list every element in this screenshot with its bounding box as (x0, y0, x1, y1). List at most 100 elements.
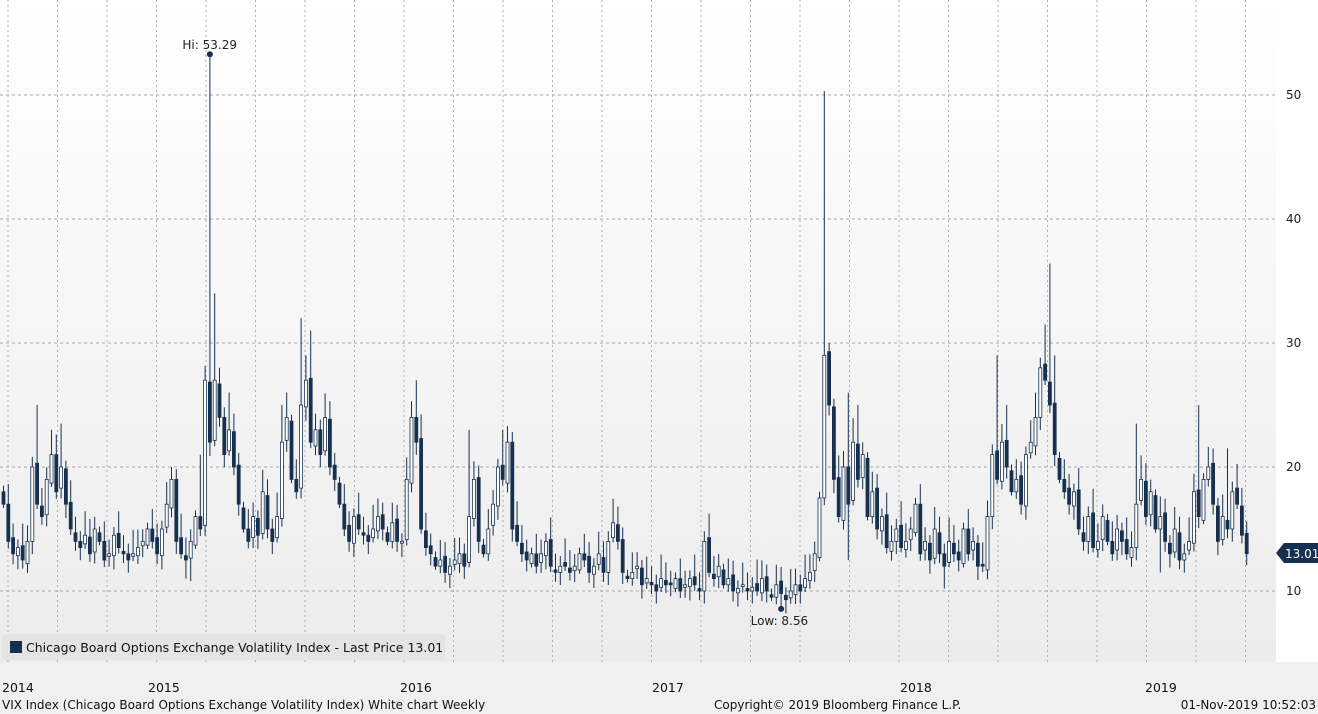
candle-body (299, 404, 304, 489)
candle-body (1096, 541, 1100, 550)
candle-body (937, 532, 942, 555)
timestamp: 01-Nov-2019 10:52:03 (1180, 698, 1316, 712)
candle-body (692, 576, 697, 586)
candle-body (112, 534, 116, 557)
candle-body (462, 553, 467, 567)
x-tick-label: 2018 (900, 680, 932, 695)
candle-body (1148, 491, 1153, 516)
candle-body (870, 491, 875, 517)
candle-body (716, 565, 721, 578)
candle-body (1216, 505, 1220, 542)
candle-body (726, 578, 731, 586)
candle-body (1067, 487, 1071, 505)
candle-body (438, 559, 443, 567)
candle-body (1139, 478, 1143, 501)
candle-body (568, 567, 572, 573)
candle-body (207, 381, 212, 443)
last-price-tag-shape (1276, 543, 1318, 563)
candle-body (827, 351, 831, 406)
candle-body (97, 532, 102, 542)
candle-body (548, 539, 553, 567)
candle-body (356, 514, 361, 530)
candle-body (423, 530, 428, 548)
candle-body (54, 454, 59, 493)
candle-body (985, 516, 990, 571)
candle-body (64, 468, 68, 505)
candle-body (140, 541, 145, 547)
candle-body (784, 594, 788, 601)
candle-body (620, 539, 625, 573)
y-tick-label: 20 (1286, 460, 1301, 474)
candle-body (1240, 505, 1244, 536)
candle-body (822, 354, 827, 499)
candle-body (544, 541, 548, 557)
candle-body (447, 565, 452, 575)
candle-body (976, 542, 980, 567)
candle-body (102, 541, 107, 561)
chart-description: VIX Index (Chicago Board Options Exchang… (2, 698, 486, 712)
candle-body (467, 516, 472, 563)
candle-body (1057, 457, 1062, 480)
candle-body (1177, 532, 1182, 561)
candle-body (255, 518, 260, 536)
candle-body (495, 466, 500, 507)
candle-body (524, 551, 529, 561)
candle-body (678, 578, 683, 592)
candle-body (769, 594, 774, 598)
candle-body (491, 503, 496, 526)
candle-body (611, 522, 615, 539)
candle-body (966, 528, 971, 555)
candle-body (817, 497, 822, 558)
candle-body (702, 541, 707, 592)
x-tick-label: 2019 (1145, 680, 1177, 695)
candle-body (1134, 503, 1139, 549)
candle-body (212, 379, 217, 441)
candle-body (1187, 541, 1191, 551)
grid-lines (0, 0, 1276, 662)
candle-body (1105, 519, 1110, 542)
candle-body (947, 541, 951, 563)
copyright: Copyright© 2019 Bloomberg Finance L.P. (714, 698, 962, 712)
candle-body (798, 584, 803, 592)
candle-body (875, 487, 879, 530)
candle-body (409, 416, 414, 484)
candle-body (1158, 516, 1163, 530)
candle-body (231, 431, 236, 468)
candle-body (923, 541, 927, 551)
candle-body (347, 524, 352, 542)
candle-body (788, 590, 793, 599)
candle-body (644, 578, 649, 584)
candle-body (1192, 491, 1196, 544)
candle-body (990, 454, 995, 518)
candle-body (159, 528, 164, 557)
candle-body (899, 524, 903, 549)
candle-body (366, 534, 371, 542)
candle-body (980, 563, 985, 567)
x-tick-label: 2015 (148, 680, 180, 695)
candle-body (284, 416, 289, 441)
candle-body (198, 516, 203, 530)
candle-body (289, 420, 294, 480)
candle-body (443, 555, 448, 573)
candle-body (323, 416, 328, 452)
candle-body (539, 553, 543, 563)
candle-body (78, 541, 83, 549)
candle-body (1182, 553, 1187, 561)
candle-body (1, 491, 6, 505)
candle-body (121, 550, 126, 555)
candle-body (860, 454, 865, 478)
candle-body (20, 545, 25, 561)
candle-body (616, 524, 620, 542)
candle-body (399, 541, 404, 544)
candle-body (44, 478, 49, 516)
candle-body (1110, 541, 1115, 555)
candle-body (332, 464, 337, 480)
candle-body (1206, 466, 1211, 480)
candle-body (49, 454, 54, 484)
candle-body (500, 464, 505, 480)
candle-body (596, 553, 601, 565)
candle-body (83, 534, 87, 545)
candle-body (471, 478, 476, 519)
candle-body (126, 553, 131, 561)
candle-body (1043, 363, 1047, 381)
